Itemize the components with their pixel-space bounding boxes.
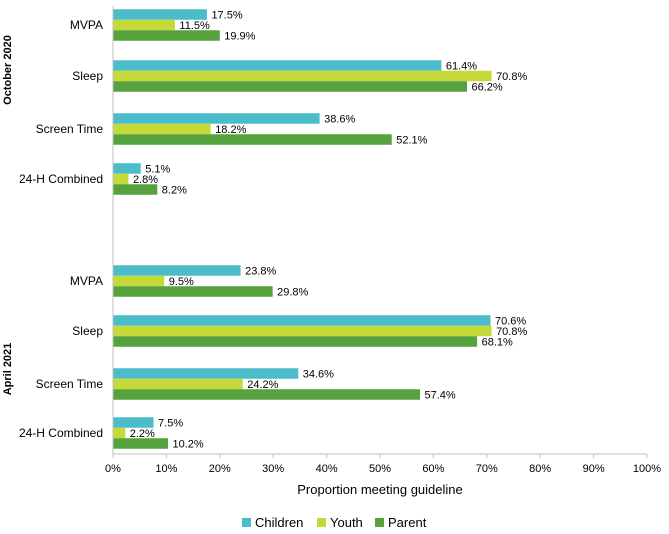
- data-label: 61.4%: [446, 60, 477, 72]
- group-label: October 2020: [2, 35, 14, 105]
- data-label: 7.5%: [158, 417, 183, 429]
- data-label: 66.2%: [472, 81, 503, 93]
- data-label: 18.2%: [215, 124, 246, 136]
- data-label: 70.8%: [496, 326, 527, 338]
- bar: [113, 19, 175, 31]
- category-label: Sleep: [72, 324, 103, 338]
- bar: [113, 60, 442, 71]
- bar: [113, 378, 243, 390]
- legend-label: Youth: [330, 515, 363, 530]
- data-label: 24.2%: [247, 379, 278, 391]
- data-label: 2.2%: [130, 428, 155, 440]
- bar: [113, 163, 141, 174]
- x-tick-label: 90%: [583, 463, 605, 475]
- data-label: 17.5%: [211, 9, 242, 21]
- data-label: 38.6%: [324, 113, 355, 125]
- legend-label: Parent: [388, 515, 427, 530]
- data-label: 68.1%: [482, 336, 513, 348]
- legend-swatch: [317, 518, 326, 527]
- legend-swatch: [242, 518, 251, 527]
- bar: [113, 275, 165, 287]
- bar: [113, 336, 478, 347]
- bar: [113, 113, 320, 124]
- data-label: 2.8%: [133, 174, 158, 186]
- data-label: 19.9%: [224, 30, 255, 42]
- bar: [113, 389, 421, 400]
- plot-area: 0% 10% 20% 30% 40% 50% 60% 70% 80% 90% 100% October…: [2, 6, 661, 475]
- bar: [113, 81, 468, 92]
- bar: [113, 438, 168, 449]
- data-label: 29.8%: [277, 286, 308, 298]
- bar: [113, 9, 207, 20]
- data-label: 5.1%: [145, 163, 170, 175]
- x-tick-label: 40%: [316, 463, 338, 475]
- data-label: 57.4%: [425, 389, 456, 401]
- bar: [113, 30, 220, 41]
- bar: [113, 173, 129, 185]
- x-tick-label: 20%: [209, 463, 231, 475]
- category-label: 24-H Combined: [19, 426, 103, 440]
- bar: [113, 368, 299, 379]
- x-tick-label: 50%: [369, 463, 391, 475]
- x-tick-label: 0%: [105, 463, 121, 475]
- data-label: 10.2%: [172, 438, 203, 450]
- data-label: 34.6%: [303, 368, 334, 380]
- category-label: 24-H Combined: [19, 172, 103, 186]
- bar: [113, 427, 126, 439]
- legend-swatch: [375, 518, 384, 527]
- category-label: Sleep: [72, 69, 103, 83]
- bar: [113, 315, 491, 326]
- category-label: Screen Time: [36, 377, 104, 391]
- group-label: April 2021: [2, 343, 14, 396]
- legend: Children Youth Parent: [242, 515, 427, 530]
- bar: [113, 70, 492, 82]
- x-tick-label: 70%: [476, 463, 498, 475]
- bar: [113, 123, 211, 135]
- x-tick-label: 60%: [422, 463, 444, 475]
- data-label: 8.2%: [162, 184, 187, 196]
- bar: [113, 325, 492, 337]
- bar: [113, 417, 154, 428]
- category-label: MVPA: [70, 18, 103, 32]
- bar: [113, 286, 273, 297]
- data-label: 52.1%: [396, 134, 427, 146]
- bar: [113, 134, 392, 145]
- data-label: 11.5%: [179, 20, 210, 32]
- x-tick-label: 10%: [155, 463, 177, 475]
- x-axis-title: Proportion meeting guideline: [297, 482, 463, 497]
- x-tick-label: 100%: [633, 463, 661, 475]
- category-label: MVPA: [70, 274, 103, 288]
- x-tick-label: 30%: [262, 463, 284, 475]
- legend-label: Children: [255, 515, 303, 530]
- bar: [113, 265, 241, 276]
- bar: [113, 184, 158, 195]
- data-label: 9.5%: [169, 276, 194, 288]
- category-label: Screen Time: [36, 122, 104, 136]
- data-label: 70.8%: [496, 71, 527, 83]
- data-label: 23.8%: [245, 265, 276, 277]
- x-tick-label: 80%: [529, 463, 551, 475]
- data-label: 70.6%: [495, 315, 526, 327]
